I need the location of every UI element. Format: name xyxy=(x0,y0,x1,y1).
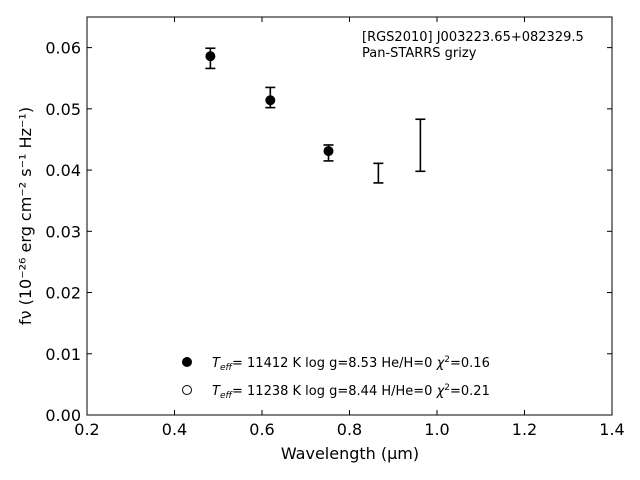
y-tick-label: 0.05 xyxy=(45,100,81,119)
y-tick-label: 0.01 xyxy=(45,345,81,364)
model-point xyxy=(205,51,216,62)
y-tick-label: 0.00 xyxy=(45,406,81,425)
legend-entry: Teff= 11238 K log g=8.44 H/He=0 χ2=0.21 xyxy=(212,383,490,401)
x-tick-label: 1.4 xyxy=(599,420,624,439)
x-tick-label: 0.2 xyxy=(74,420,99,439)
legend: Teff= 11412 K log g=8.53 He/H=0 χ2=0.16 T… xyxy=(182,355,490,401)
x-tick-label: 0.6 xyxy=(249,420,274,439)
legend-entry: Teff= 11412 K log g=8.53 He/H=0 χ2=0.16 xyxy=(212,355,490,373)
y-tick-label: 0.03 xyxy=(45,222,81,241)
x-tick-label: 1.0 xyxy=(424,420,449,439)
x-tick-label: 0.8 xyxy=(337,420,362,439)
model-point xyxy=(323,146,334,157)
plot-area xyxy=(86,16,613,416)
legend-marker xyxy=(182,385,192,395)
object-label: [RGS2010] J003223.65+082329.5 xyxy=(362,30,584,45)
legend-marker xyxy=(182,357,192,367)
data-points xyxy=(205,51,334,157)
y-axis-ticks: 0.00 0.01 0.02 0.03 0.04 0.05 0.06 xyxy=(45,39,612,425)
x-axis-label: Wavelength (μm) xyxy=(281,444,419,463)
y-tick-label: 0.02 xyxy=(45,284,81,303)
filter-label: Pan-STARRS grizy xyxy=(362,46,477,61)
x-tick-label: 1.2 xyxy=(512,420,537,439)
y-tick-label: 0.04 xyxy=(45,161,81,180)
y-axis-label: fν (10⁻²⁶ erg cm⁻² s⁻¹ Hz⁻¹) xyxy=(16,107,35,325)
model-point xyxy=(265,95,276,106)
x-tick-label: 0.4 xyxy=(162,420,187,439)
y-tick-label: 0.06 xyxy=(45,39,81,58)
x-axis-ticks: 0.2 0.4 0.6 0.8 1.0 1.2 1.4 xyxy=(74,17,625,439)
